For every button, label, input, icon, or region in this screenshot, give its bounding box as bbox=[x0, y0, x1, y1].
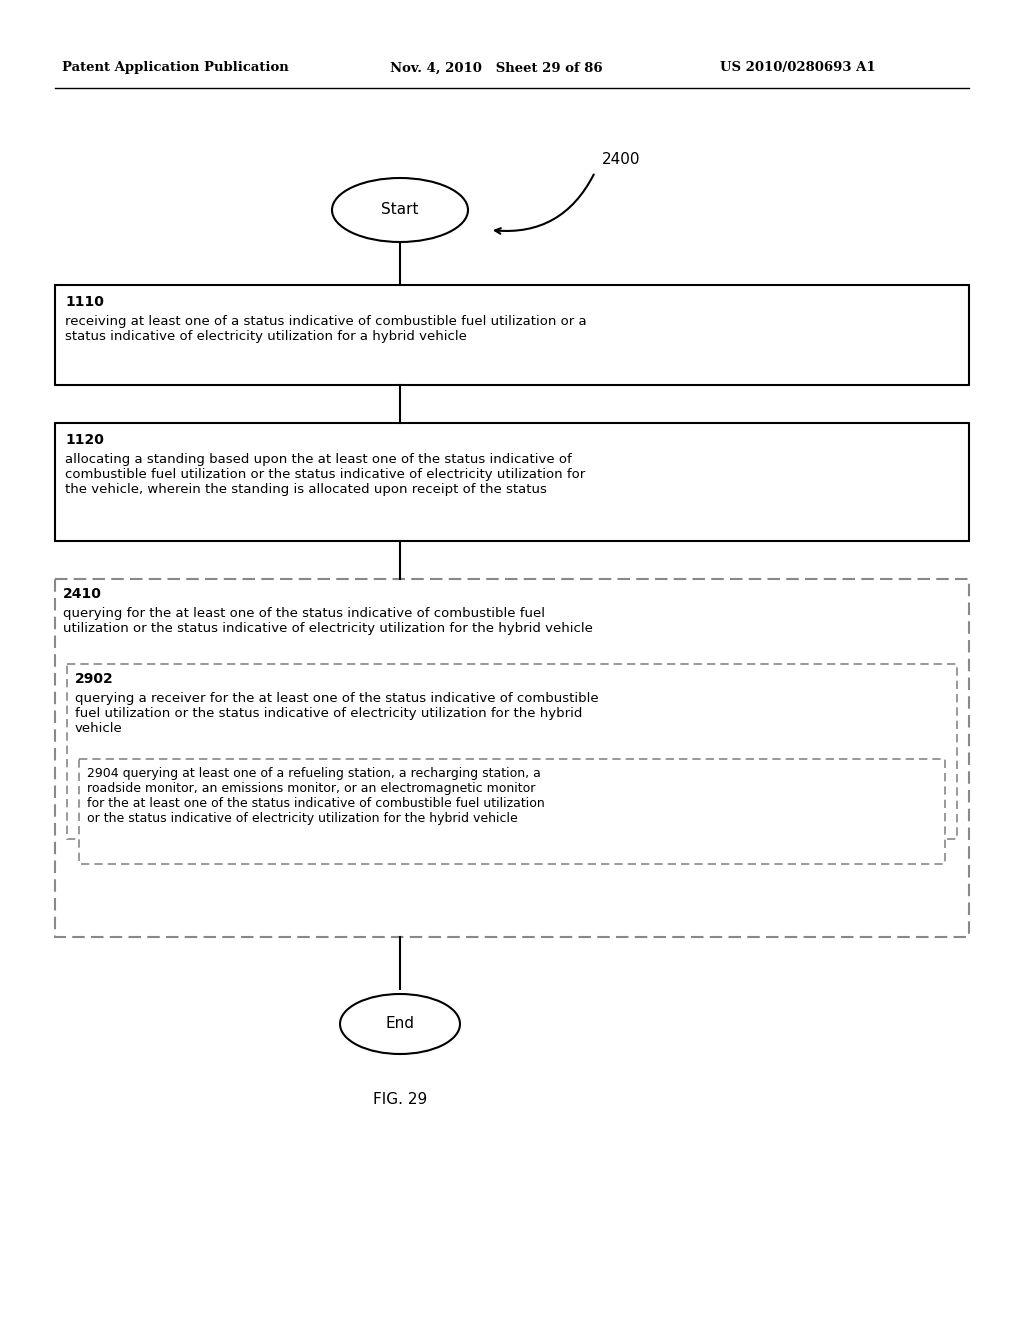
Text: receiving at least one of a status indicative of combustible fuel utilization or: receiving at least one of a status indic… bbox=[65, 315, 587, 343]
Text: 2904 querying at least one of a refueling station, a recharging station, a
roads: 2904 querying at least one of a refuelin… bbox=[87, 767, 545, 825]
Text: Nov. 4, 2010   Sheet 29 of 86: Nov. 4, 2010 Sheet 29 of 86 bbox=[390, 62, 603, 74]
Bar bbox=[79, 759, 945, 865]
Text: US 2010/0280693 A1: US 2010/0280693 A1 bbox=[720, 62, 876, 74]
Text: Patent Application Publication: Patent Application Publication bbox=[62, 62, 289, 74]
Ellipse shape bbox=[340, 994, 460, 1053]
Text: querying a receiver for the at least one of the status indicative of combustible: querying a receiver for the at least one… bbox=[75, 692, 599, 735]
Ellipse shape bbox=[332, 178, 468, 242]
Text: allocating a standing based upon the at least one of the status indicative of
co: allocating a standing based upon the at … bbox=[65, 453, 586, 496]
Text: Start: Start bbox=[381, 202, 419, 218]
Bar bbox=[67, 664, 957, 840]
Text: querying for the at least one of the status indicative of combustible fuel
utili: querying for the at least one of the sta… bbox=[63, 607, 593, 635]
Bar bbox=[55, 285, 969, 385]
Text: 2400: 2400 bbox=[602, 153, 640, 168]
Text: 1120: 1120 bbox=[65, 433, 103, 447]
Text: 2410: 2410 bbox=[63, 587, 101, 601]
Bar bbox=[55, 579, 969, 937]
Text: FIG. 29: FIG. 29 bbox=[373, 1092, 427, 1106]
Text: 1110: 1110 bbox=[65, 294, 103, 309]
Text: End: End bbox=[385, 1016, 415, 1031]
Bar bbox=[55, 422, 969, 541]
Text: 2902: 2902 bbox=[75, 672, 114, 686]
